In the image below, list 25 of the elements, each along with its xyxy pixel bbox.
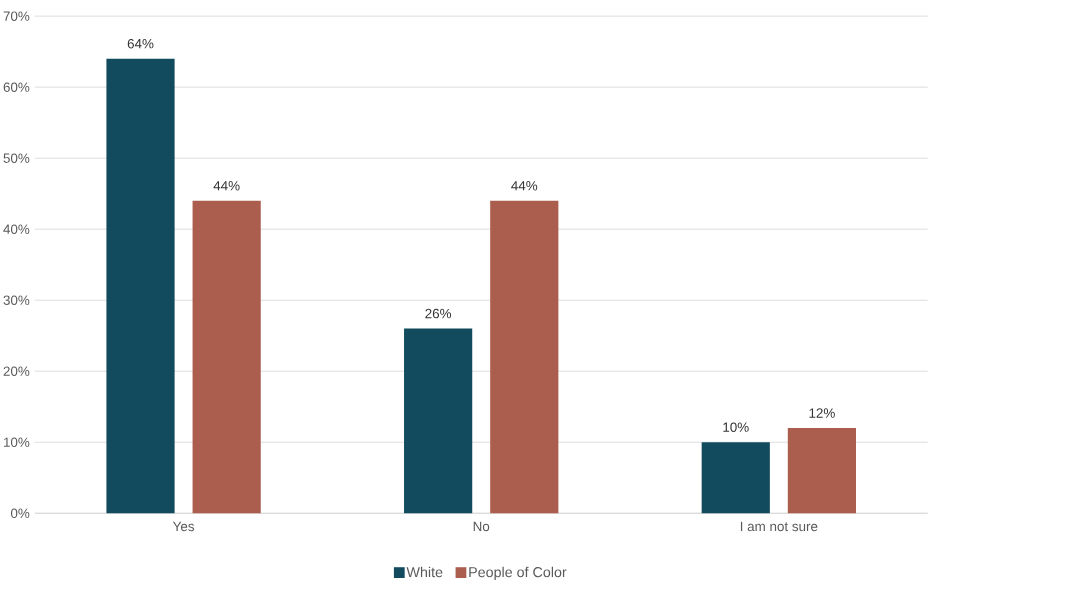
bar xyxy=(787,427,856,514)
y-tick-label: 60% xyxy=(3,82,30,92)
data-label: 64% xyxy=(127,38,154,49)
x-tick-label: No xyxy=(473,521,490,532)
y-tick-label: 50% xyxy=(3,153,30,163)
data-label: 10% xyxy=(723,422,749,432)
bar xyxy=(490,200,559,514)
bar xyxy=(701,442,770,514)
x-tick-label: I am not sure xyxy=(740,521,818,532)
data-label: 26% xyxy=(425,308,452,319)
data-label: 44% xyxy=(213,180,240,191)
y-tick-label: 0% xyxy=(10,508,30,518)
data-label: 44% xyxy=(511,180,538,191)
y-tick-label: 40% xyxy=(3,224,30,234)
data-label: 12% xyxy=(809,408,835,418)
x-tick-label: Yes xyxy=(172,521,195,532)
bar xyxy=(106,58,175,514)
bar xyxy=(404,328,473,514)
y-tick-label: 70% xyxy=(3,11,30,21)
y-tick-label: 10% xyxy=(4,437,30,447)
y-tick-label: 30% xyxy=(3,295,30,305)
legend-label: White xyxy=(406,566,443,578)
bar xyxy=(192,200,261,514)
legend-label: People of Color xyxy=(469,566,567,580)
y-tick-label: 20% xyxy=(3,366,30,376)
